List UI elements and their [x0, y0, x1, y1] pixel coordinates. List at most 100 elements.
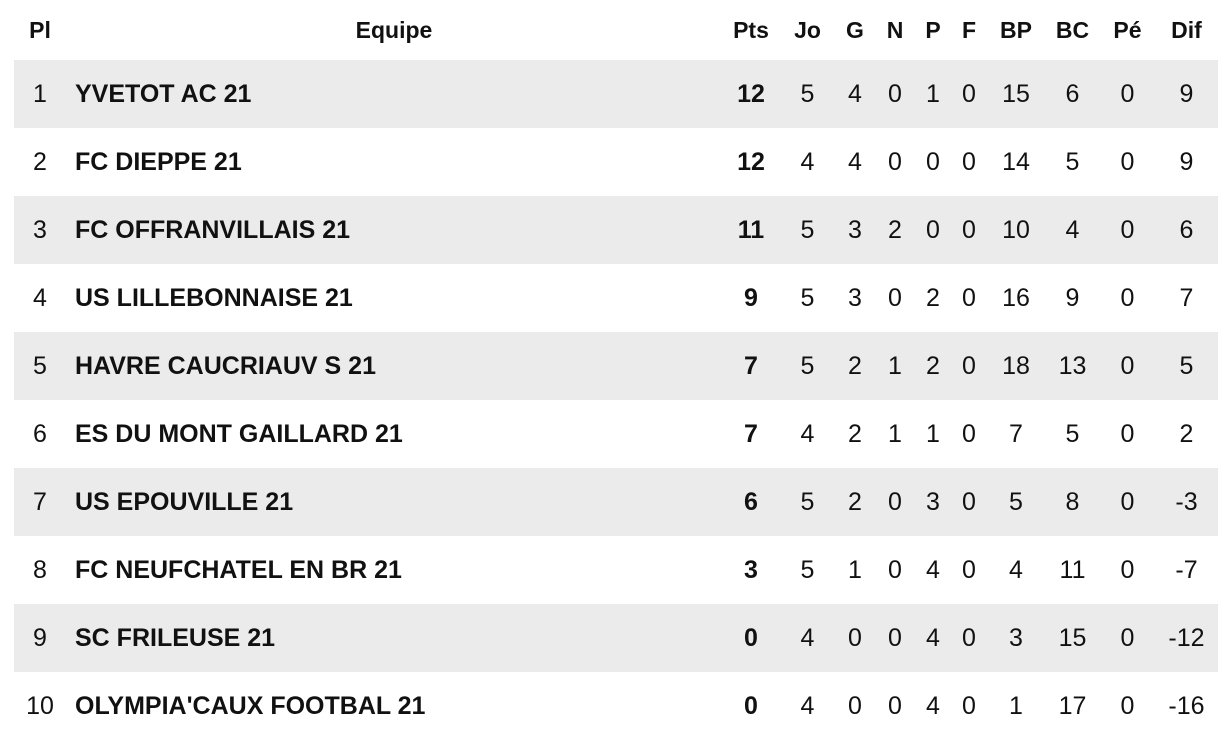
stat-cell: 0 — [926, 147, 940, 176]
stat-cell: 0 — [962, 351, 976, 380]
column-header: N — [886, 16, 904, 43]
stat-cell: 0 — [888, 147, 902, 176]
stat-cell: 7 — [1009, 419, 1023, 448]
stat-cell: 4 — [926, 555, 940, 584]
stat-cell: 15 — [1058, 623, 1087, 652]
stat-cell: 9 — [1179, 147, 1194, 176]
stat-cell: 0 — [962, 691, 976, 720]
stat-cell: 0 — [1120, 79, 1135, 108]
team-row: 9 SC FRILEUSE 21 0 4 0 0 4 0 3 15 0 -12 — [14, 604, 1218, 672]
stat-cell: 7 — [1179, 283, 1194, 312]
team-cell: SC FRILEUSE 21 — [75, 623, 276, 652]
stat-cell: 5 — [800, 79, 815, 108]
stat-cell: 0 — [888, 691, 902, 720]
team-row: 3 FC OFFRANVILLAIS 21 11 5 3 2 0 0 10 4 0 6 — [14, 196, 1218, 264]
stat-cell: 0 — [1120, 623, 1135, 652]
stat-cell: 2 — [848, 351, 862, 380]
column-header: Pl — [29, 16, 51, 43]
stat-cell: 0 — [848, 623, 862, 652]
stat-cell: 0 — [962, 147, 976, 176]
stat-cell: 11 — [1059, 555, 1086, 584]
stat-cell: 4 — [1009, 555, 1023, 584]
team-row: 4 US LILLEBONNAISE 21 9 5 3 0 2 0 16 9 0 7 — [14, 264, 1218, 332]
points-cell: 7 — [744, 351, 758, 380]
stat-cell: 5 — [800, 555, 815, 584]
stat-cell: 0 — [888, 487, 902, 516]
stat-cell: 3 — [926, 487, 940, 516]
stat-cell: 4 — [848, 147, 862, 176]
rank-cell: 7 — [33, 487, 47, 516]
column-header: Jo — [794, 16, 821, 43]
points-cell: 9 — [744, 283, 758, 312]
stat-cell: 1 — [888, 419, 902, 448]
stat-cell: 2 — [848, 419, 862, 448]
stat-cell: 9 — [1179, 79, 1194, 108]
rank-cell: 8 — [33, 555, 47, 584]
stat-cell: 10 — [1002, 215, 1030, 244]
stat-cell: 5 — [800, 351, 815, 380]
team-row: 2 FC DIEPPE 21 12 4 4 0 0 0 14 5 0 9 — [14, 128, 1218, 196]
stat-cell: 5 — [800, 215, 815, 244]
stat-cell: 3 — [848, 215, 862, 244]
points-cell: 0 — [744, 623, 758, 652]
stat-cell: -12 — [1168, 623, 1205, 652]
stat-cell: 0 — [962, 623, 976, 652]
team-cell: FC NEUFCHATEL EN BR 21 — [75, 555, 402, 584]
team-cell: FC DIEPPE 21 — [75, 147, 242, 176]
stat-cell: 5 — [1009, 487, 1023, 516]
stat-cell: 0 — [962, 487, 976, 516]
stat-cell: 4 — [800, 147, 815, 176]
team-row: 5 HAVRE CAUCRIAUV S 21 7 5 2 1 2 0 18 13 0 5 — [14, 332, 1218, 400]
stat-cell: 2 — [1179, 419, 1194, 448]
stat-cell: 14 — [1002, 147, 1030, 176]
team-cell: ES DU MONT GAILLARD 21 — [75, 419, 403, 448]
stat-cell: 4 — [848, 79, 862, 108]
stat-cell: 0 — [1120, 215, 1135, 244]
stat-cell: 0 — [962, 79, 976, 108]
team-row: 6 ES DU MONT GAILLARD 21 7 4 2 1 1 0 7 5 0 2 — [14, 400, 1218, 468]
column-header: G — [846, 16, 864, 43]
table-body: 1 YVETOT AC 21 12 5 4 0 1 0 15 6 0 9 2 FC DIEPPE 21 12… — [14, 60, 1218, 738]
stat-cell: 0 — [888, 283, 902, 312]
points-cell: 0 — [744, 691, 758, 720]
rank-cell: 9 — [33, 623, 47, 652]
stat-cell: 5 — [800, 283, 815, 312]
stat-cell: 8 — [1065, 487, 1080, 516]
column-header: P — [925, 16, 941, 43]
stat-cell: 0 — [888, 623, 902, 652]
stat-cell: 0 — [1120, 283, 1135, 312]
stat-cell: 2 — [848, 487, 862, 516]
points-cell: 6 — [744, 487, 758, 516]
column-header: Equipe — [355, 16, 433, 43]
team-cell: US EPOUVILLE 21 — [75, 487, 294, 516]
stat-cell: 15 — [1002, 79, 1030, 108]
standings-table: Pl Equipe Pts Jo G N P F BP BC Pé Dif 1 YVETOT AC 21… — [14, 0, 1218, 738]
stat-cell: 1 — [926, 419, 940, 448]
team-cell: FC OFFRANVILLAIS 21 — [75, 215, 351, 244]
stat-cell: -16 — [1168, 691, 1205, 720]
stat-cell: 1 — [926, 79, 940, 108]
stat-cell: 0 — [1120, 487, 1135, 516]
stat-cell: 9 — [1065, 283, 1080, 312]
team-row: 10 OLYMPIA'CAUX FOOTBAL 21 0 4 0 0 4 0 1 17 0 -16 — [14, 672, 1218, 738]
column-header: Dif — [1171, 16, 1202, 43]
stat-cell: 2 — [926, 283, 940, 312]
stat-cell: 1 — [1009, 691, 1023, 720]
rank-cell: 4 — [33, 283, 47, 312]
stat-cell: 0 — [962, 215, 976, 244]
stat-cell: 0 — [962, 555, 976, 584]
column-header: Pé — [1113, 16, 1142, 43]
stat-cell: 4 — [1065, 215, 1080, 244]
points-cell: 12 — [737, 147, 765, 176]
column-header: BP — [1000, 16, 1032, 43]
column-header: BC — [1055, 16, 1090, 43]
points-cell: 7 — [744, 419, 758, 448]
stat-cell: 6 — [1179, 215, 1194, 244]
stat-cell: 6 — [1065, 79, 1080, 108]
stat-cell: 0 — [888, 555, 902, 584]
column-header: F — [961, 16, 977, 43]
stat-cell: 5 — [1065, 147, 1080, 176]
rank-cell: 5 — [33, 351, 47, 380]
stat-cell: 3 — [1009, 623, 1023, 652]
